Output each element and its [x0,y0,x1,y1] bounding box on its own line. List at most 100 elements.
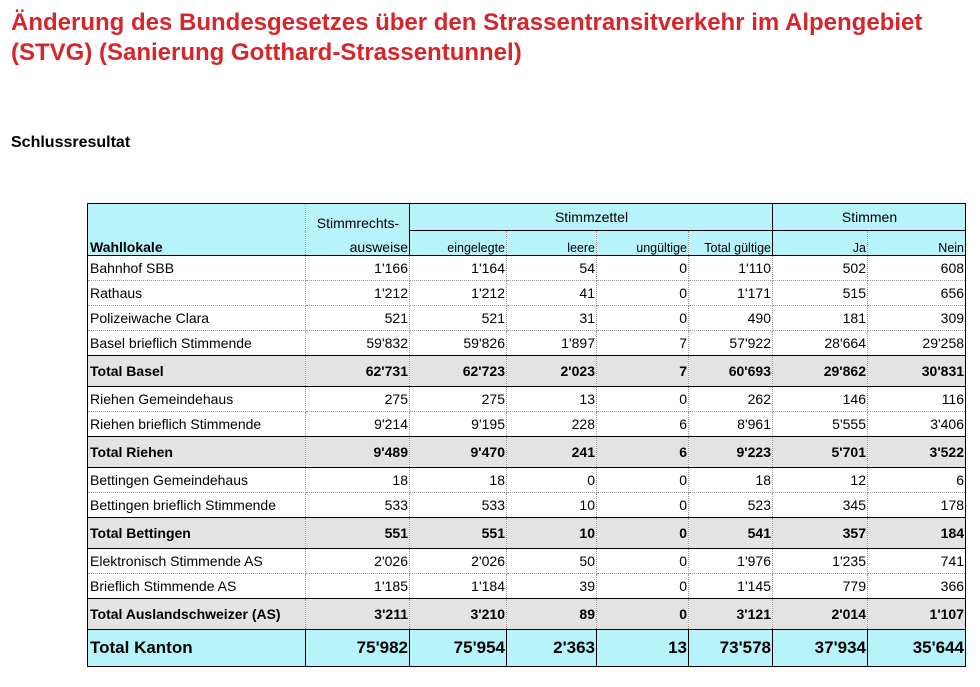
cell-stimmrechtsausweise: 9'214 [305,411,410,437]
table-row: Basel brieflich Stimmende 59'832 59'826 1'8… [87,330,967,356]
cell-ungueltige: 0 [596,305,689,331]
cell-eingelegte: 2'026 [409,548,507,574]
cell-ja: 181 [772,305,868,331]
table-row: Bahnhof SBB 1'166 1'164 54 0 1'110 502 608 [87,255,967,281]
cell-nein: 309 [867,305,967,331]
cell-stimmrechtsausweise: 1'212 [305,280,410,306]
cell-nein: 3'406 [867,411,967,437]
cell-nein: 184 [867,517,967,549]
table-row-total-kanton: Total Kanton 75'982 75'954 2'363 13 73'578 37'… [87,629,967,667]
cell-eingelegte: 275 [409,386,507,412]
cell-stimmrechtsausweise: 2'026 [305,548,410,574]
cell-ja: 357 [772,517,868,549]
cell-leere: 228 [506,411,597,437]
row-label: Riehen brieflich Stimmende [87,411,306,437]
cell-stimmrechtsausweise: 521 [305,305,410,331]
cell-ja: 28'664 [772,330,868,356]
cell-ja: 2'014 [772,598,868,630]
cell-eingelegte: 1'184 [409,573,507,599]
row-label: Riehen Gemeindehaus [87,386,306,412]
cell-ja: 515 [772,280,868,306]
cell-stimmrechtsausweise: 551 [305,517,410,549]
cell-ungueltige: 0 [596,598,689,630]
cell-leere: 2'363 [506,629,597,667]
cell-total-gueltige: 523 [688,492,773,518]
cell-stimmrechtsausweise: 18 [305,467,410,493]
cell-total-gueltige: 1'976 [688,548,773,574]
cell-stimmrechtsausweise: 9'489 [305,436,410,468]
cell-stimmrechtsausweise: 75'982 [305,629,410,667]
table-row-total: Total Riehen 9'489 9'470 241 6 9'223 5'701 3'52… [87,436,967,468]
row-label: Brieflich Stimmende AS [87,573,306,599]
cell-leere: 2'023 [506,355,597,387]
cell-leere: 41 [506,280,597,306]
row-label: Total Bettingen [87,517,306,549]
table-row: Bettingen brieflich Stimmende 533 533 10 0 52… [87,492,967,518]
row-label: Total Riehen [87,436,306,468]
cell-stimmrechtsausweise: 3'211 [305,598,410,630]
cell-ungueltige: 0 [596,573,689,599]
cell-eingelegte: 551 [409,517,507,549]
cell-stimmrechtsausweise: 1'166 [305,255,410,281]
cell-leere: 89 [506,598,597,630]
cell-ja: 5'701 [772,436,868,468]
header-total-gueltige: Total gültige [688,230,773,256]
cell-nein: 116 [867,386,967,412]
cell-ja: 779 [772,573,868,599]
header-eingelegte: eingelegte [409,230,507,256]
cell-nein: 741 [867,548,967,574]
table-row: Riehen Gemeindehaus 275 275 13 0 262 146 116 [87,386,967,412]
cell-eingelegte: 9'195 [409,411,507,437]
header-stimmrechts-top: Stimmrechts- [305,203,410,231]
cell-ja: 1'235 [772,548,868,574]
cell-leere: 50 [506,548,597,574]
cell-total-gueltige: 57'922 [688,330,773,356]
cell-stimmrechtsausweise: 62'731 [305,355,410,387]
table-row: Riehen brieflich Stimmende 9'214 9'195 228 6… [87,411,967,437]
cell-leere: 10 [506,492,597,518]
header-stimmrechts-bottom: ausweise [305,230,410,256]
cell-nein: 6 [867,467,967,493]
header-wahllokale: Wahllokale [87,230,306,256]
cell-total-gueltige: 541 [688,517,773,549]
cell-ja: 12 [772,467,868,493]
cell-ungueltige: 6 [596,411,689,437]
cell-nein: 1'107 [867,598,967,630]
cell-eingelegte: 18 [409,467,507,493]
cell-leere: 31 [506,305,597,331]
table-row: Elektronisch Stimmende AS 2'026 2'026 50 0 1'… [87,548,967,574]
header-leere: leere [506,230,597,256]
cell-ungueltige: 0 [596,255,689,281]
header-ja: Ja [772,230,868,256]
header-group-stimmzettel: Stimmzettel [409,203,773,231]
cell-total-gueltige: 262 [688,386,773,412]
cell-total-gueltige: 1'145 [688,573,773,599]
table-row-total: Total Auslandschweizer (AS) 3'211 3'210 89 0… [87,598,967,630]
cell-ungueltige: 7 [596,355,689,387]
cell-total-gueltige: 73'578 [688,629,773,667]
cell-total-gueltige: 1'110 [688,255,773,281]
cell-nein: 178 [867,492,967,518]
table-row: Brieflich Stimmende AS 1'185 1'184 39 0 1'145… [87,573,967,599]
cell-leere: 0 [506,467,597,493]
row-label: Total Auslandschweizer (AS) [87,598,306,630]
cell-total-gueltige: 18 [688,467,773,493]
cell-ungueltige: 0 [596,492,689,518]
cell-nein: 29'258 [867,330,967,356]
cell-ja: 502 [772,255,868,281]
cell-stimmrechtsausweise: 275 [305,386,410,412]
section-subtitle: Schlussresultat [11,134,131,151]
cell-ungueltige: 0 [596,467,689,493]
cell-eingelegte: 1'164 [409,255,507,281]
row-label: Rathaus [87,280,306,306]
cell-leere: 13 [506,386,597,412]
cell-eingelegte: 75'954 [409,629,507,667]
cell-nein: 35'644 [867,629,967,667]
header-group-stimmen: Stimmen [772,203,967,231]
cell-ja: 37'934 [772,629,868,667]
cell-ungueltige: 13 [596,629,689,667]
row-label: Bahnhof SBB [87,255,306,281]
cell-eingelegte: 3'210 [409,598,507,630]
cell-eingelegte: 533 [409,492,507,518]
cell-total-gueltige: 490 [688,305,773,331]
